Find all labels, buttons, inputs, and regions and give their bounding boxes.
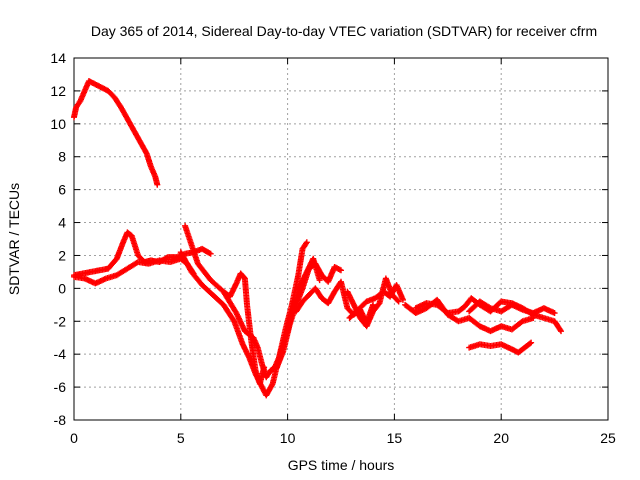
x-axis-label: GPS time / hours: [288, 457, 395, 473]
data-point: [303, 239, 310, 246]
series-arc-early-drop: [220, 270, 268, 387]
series-arc-recovery: [273, 260, 344, 371]
x-axis: 0 5 10 15 20 25: [70, 58, 616, 446]
data-point: [395, 298, 402, 305]
y-tick-label: 2: [58, 247, 66, 263]
data-point: [142, 149, 149, 156]
series-arc-early-high: [71, 78, 161, 188]
data-point: [207, 250, 214, 257]
series-arc-evening-3: [466, 298, 558, 317]
data-point: [370, 301, 377, 308]
series-arc-afternoon-1: [344, 275, 402, 330]
data-points: [71, 78, 565, 399]
x-tick-label: 20: [493, 430, 509, 446]
y-tick-label: 4: [58, 215, 66, 231]
y-tick-label: 6: [58, 182, 66, 198]
y-tick-label: 8: [58, 149, 66, 165]
data-point: [551, 310, 558, 317]
x-tick-label: 5: [177, 430, 185, 446]
y-axis-label: SDTVAR / TECUs: [6, 183, 22, 295]
y-axis: -8 -6 -4 -2 0 2 4 6 8 10 12 14: [50, 50, 608, 428]
data-point: [206, 250, 213, 257]
data-point: [268, 382, 275, 389]
data-point: [528, 339, 535, 346]
chart-title: Day 365 of 2014, Sidereal Day-to-day VTE…: [91, 23, 597, 39]
data-point: [316, 277, 323, 284]
x-tick-label: 0: [70, 430, 78, 446]
plot-frame: [73, 57, 609, 421]
data-point: [261, 364, 268, 371]
data-point: [399, 296, 406, 303]
series-arc-low-start: [71, 229, 214, 279]
y-tick-label: 12: [50, 83, 66, 99]
data-point: [527, 340, 534, 347]
y-tick-label: -2: [54, 313, 67, 329]
series-arc-afternoon-2: [346, 282, 406, 321]
y-tick-label: -8: [54, 412, 67, 428]
grid: [74, 58, 608, 420]
data-point: [394, 297, 401, 304]
data-point: [154, 181, 161, 188]
y-tick-label: 14: [50, 50, 66, 66]
x-tick-label: 15: [387, 430, 403, 446]
x-tick-label: 25: [600, 430, 616, 446]
y-tick-label: 10: [50, 116, 66, 132]
y-tick-label: 0: [58, 280, 66, 296]
y-tick-label: -4: [54, 346, 67, 362]
data-point: [338, 267, 344, 274]
data-point: [557, 326, 564, 333]
data-point: [558, 328, 565, 335]
series-arc-late-low: [466, 339, 535, 356]
x-tick-label: 10: [280, 430, 296, 446]
y-tick-label: -6: [54, 379, 67, 395]
